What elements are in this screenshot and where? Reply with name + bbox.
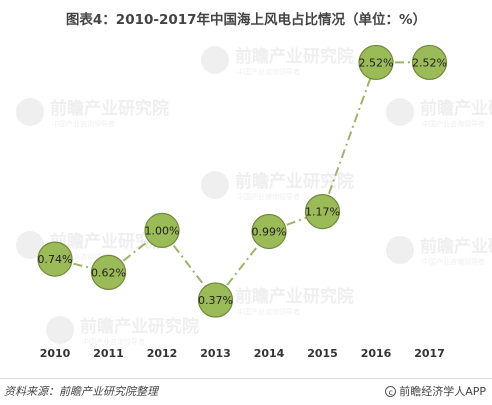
data-label: 1.00% [145, 224, 180, 237]
data-point: 0.99% [251, 213, 287, 250]
x-tick-label: 2011 [93, 347, 124, 360]
footer-brand-label: 前瞻经济学人APP [399, 385, 486, 398]
watermark-logo-icon [46, 316, 74, 344]
data-label: 2.52% [359, 56, 394, 69]
data-point: 0.62% [90, 254, 127, 290]
x-tick-label: 2016 [361, 347, 392, 360]
watermark-sub: 中国产业咨询领导者 [422, 257, 485, 266]
data-marker [37, 241, 73, 277]
x-tick-label: 2014 [254, 347, 285, 360]
data-point: 0.74% [37, 241, 73, 277]
watermark-brand: 前瞻产业研究院 [80, 316, 199, 337]
watermark-logo-icon [201, 171, 229, 199]
data-marker [90, 254, 127, 290]
data-marker [144, 212, 180, 248]
watermark-brand: 前瞻产业研究院 [235, 171, 354, 192]
watermark-brand: 前瞻产业研究院 [50, 98, 169, 119]
watermark-sub: 中国产业咨询领导者 [237, 307, 300, 316]
footer-brand: c 前瞻经济学人APP [385, 383, 486, 399]
x-tick-label: 2012 [147, 347, 178, 360]
data-label: 0.74% [38, 253, 73, 266]
data-label: 1.17% [305, 206, 340, 219]
data-label: 2.52% [412, 56, 447, 69]
data-label: 0.37% [198, 294, 233, 307]
x-tick-label: 2017 [414, 347, 445, 360]
data-label: 0.99% [252, 225, 287, 238]
x-axis: 2010 2011 2012 2013 2014 2015 2016 2017 [40, 347, 445, 360]
watermark-sub: 中国产业咨询领导者 [422, 119, 485, 128]
data-point: 1.17% [304, 194, 341, 230]
watermark-sub: 中国产业咨询领导者 [52, 252, 115, 261]
footer-divider [0, 378, 492, 379]
watermark-layer: 前瞻产业研究院中国产业咨询领导者前瞻产业研究院中国产业咨询领导者前瞻产业研究院中… [16, 46, 492, 346]
watermark-brand: 前瞻产业研究院 [235, 46, 354, 67]
watermark-brand: 前瞻产业研究院 [50, 231, 169, 252]
copyright-icon: c [385, 385, 397, 397]
x-tick-label: 2013 [200, 347, 231, 360]
x-tick-label: 2010 [40, 347, 71, 360]
marker-layer: 0.74% 0.62% 1.00% 0.37% 0.99% 1.17% 2.52% 2.52% [37, 44, 448, 318]
data-marker [251, 213, 287, 250]
watermark-sub: 中国产业咨询领导者 [52, 119, 115, 128]
watermark-logo-icon [386, 236, 414, 264]
x-tick-label: 2015 [307, 347, 338, 360]
data-point: 2.52% [358, 44, 394, 81]
watermark-logo-icon [386, 98, 414, 126]
data-marker [304, 194, 341, 230]
footer-source: 资料来源：前瞻产业研究院整理 [4, 385, 158, 398]
data-label: 0.62% [91, 266, 126, 279]
chart-title: 图表4：2010-2017年中国海上风电占比情况（单位：%） [65, 12, 427, 28]
data-marker [411, 44, 448, 81]
data-marker [197, 282, 234, 318]
watermark-brand: 前瞻产业研究院 [420, 236, 492, 257]
watermark-logo-icon [16, 231, 44, 259]
line-segment [321, 62, 377, 212]
watermark-brand: 前瞻产业研究院 [235, 286, 354, 307]
data-point: 1.00% [144, 212, 180, 248]
data-point: 2.52% [411, 44, 448, 81]
watermark-sub: 中国产业咨询领导者 [237, 67, 300, 76]
watermark-logo-icon [201, 46, 229, 74]
watermark-sub: 中国产业咨询领导者 [237, 192, 300, 201]
watermark-logo-icon [16, 98, 44, 126]
watermark-sub: 中国产业咨询领导者 [82, 337, 145, 346]
data-marker [358, 44, 394, 81]
data-point: 0.37% [197, 282, 234, 318]
watermark-brand: 前瞻产业研究院 [420, 98, 492, 119]
